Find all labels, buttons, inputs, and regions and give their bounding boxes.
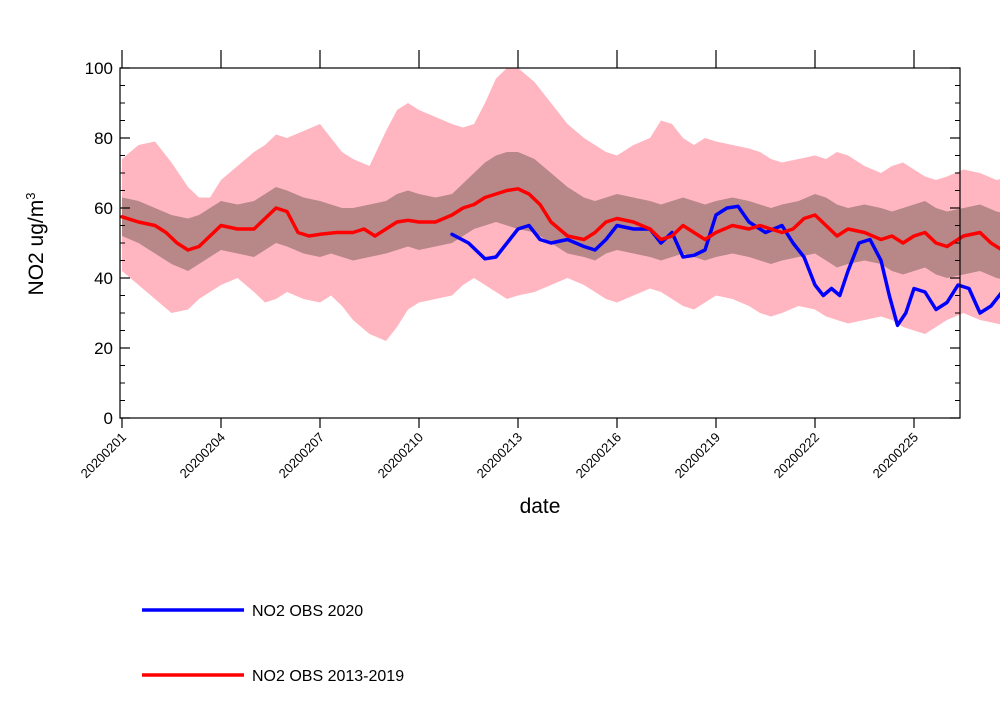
x-tick-label: 20200204 (177, 430, 229, 482)
x-tick-label: 20200225 (870, 430, 922, 482)
series-line-0 (450, 204, 1000, 328)
y-axis-title-text: NO2 ug/m (25, 200, 48, 296)
x-tick-label: 20200213 (474, 430, 526, 482)
y-tick-label: 80 (94, 129, 113, 148)
x-tick-label: 20200219 (672, 430, 724, 482)
legend-label-clim: NO2 OBS 2013-2019 (252, 668, 404, 685)
x-tick-label: 20200201 (78, 430, 130, 482)
y-axis-title: NO2 ug/m3 (23, 193, 48, 296)
svg-text:NO2 ug/m3: NO2 ug/m3 (23, 193, 48, 296)
x-tick-label: 20200210 (375, 430, 427, 482)
inner-band (122, 152, 1000, 279)
series-line-2 (120, 187, 1000, 252)
legend: NO2 OBS 2020 NO2 OBS 2013-2019 (142, 603, 404, 685)
y-tick-label: 20 (94, 339, 113, 358)
x-axis-title: date (520, 495, 561, 518)
legend-label-2020: NO2 OBS 2020 (252, 603, 363, 620)
spread-bands (122, 68, 1000, 341)
y-tick-label: 100 (85, 59, 113, 78)
x-tick-label: 20200207 (276, 430, 328, 482)
y-tick-label: 40 (94, 269, 113, 288)
series-lines (120, 187, 1000, 328)
y-tick-label: 0 (104, 409, 113, 428)
x-tick-label: 20200216 (573, 430, 625, 482)
y-tick-label: 60 (94, 199, 113, 218)
x-tick-label: 20200222 (771, 430, 823, 482)
y-axis-title-superscript: 3 (23, 193, 38, 200)
y-axis: 0 20 40 60 80 100 (85, 59, 960, 428)
